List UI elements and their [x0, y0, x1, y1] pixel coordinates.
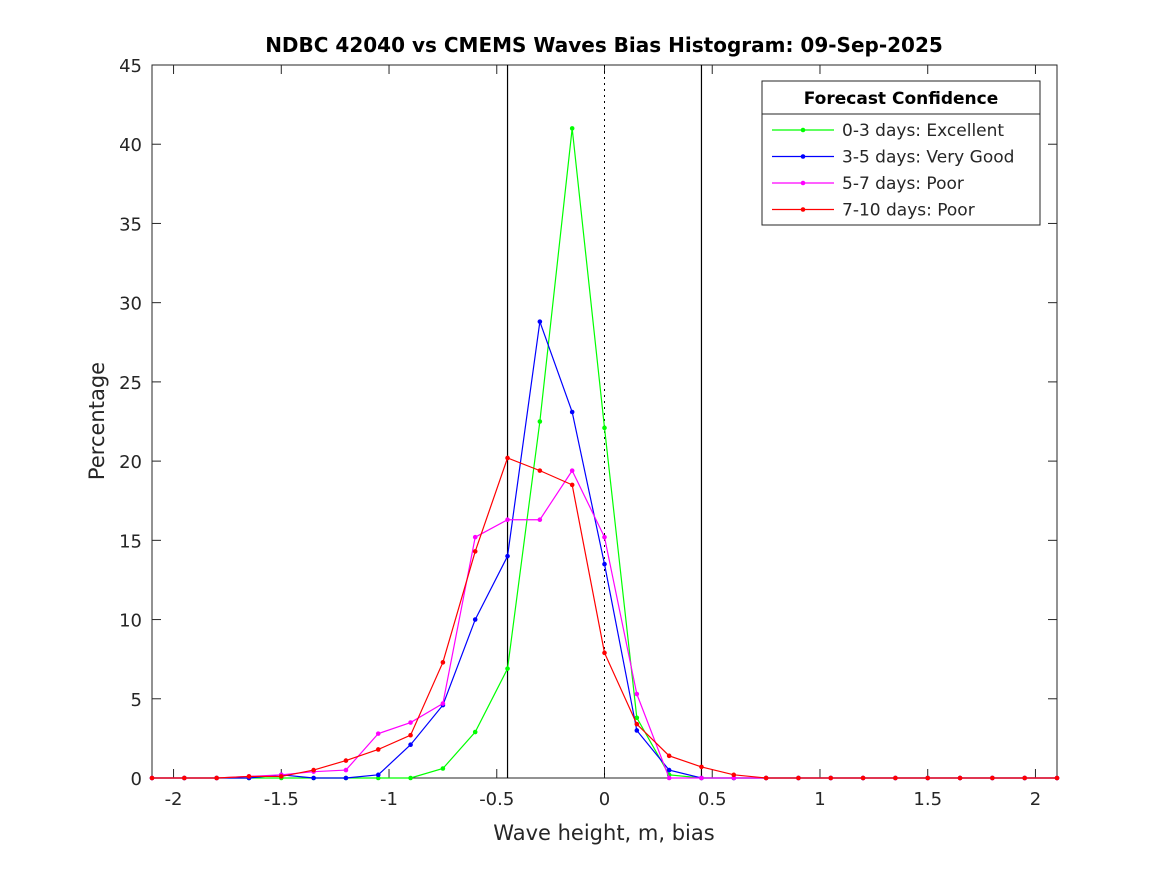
data-point	[408, 742, 413, 748]
x-tick-label: 1	[814, 789, 825, 810]
data-point	[343, 758, 349, 763]
data-point	[375, 747, 381, 752]
data-point	[505, 666, 510, 671]
data-point	[602, 650, 607, 656]
data-point	[505, 517, 510, 523]
data-point	[569, 468, 575, 473]
data-point	[537, 419, 543, 424]
chart-title: NDBC 42040 vs CMEMS Waves Bias Histogram…	[265, 33, 943, 57]
data-point	[569, 126, 575, 131]
data-point	[666, 753, 672, 759]
x-axis-label: Wave height, m, bias	[493, 821, 714, 845]
data-point	[311, 767, 316, 773]
data-point	[957, 775, 963, 781]
data-point	[537, 468, 543, 473]
y-tick-label: 35	[119, 214, 142, 235]
x-tick-label: -2	[165, 789, 183, 810]
data-point	[472, 534, 478, 540]
series-3	[149, 455, 1060, 781]
x-tick-label: 2	[1030, 789, 1041, 810]
data-point	[343, 767, 349, 773]
data-point	[699, 764, 704, 770]
legend: Forecast Confidence 0-3 days: Excellent 3…	[761, 80, 1041, 226]
y-tick-label: 10	[119, 611, 142, 632]
data-point	[505, 455, 510, 461]
data-point	[246, 774, 252, 779]
data-point	[1054, 775, 1060, 781]
data-point	[375, 772, 381, 778]
x-tick-label: 1.5	[913, 789, 942, 810]
data-point	[666, 775, 672, 781]
data-point	[375, 731, 381, 736]
data-point	[408, 720, 413, 725]
y-tick-label: 25	[119, 373, 142, 394]
legend-marker	[800, 180, 806, 186]
legend-title: Forecast Confidence	[804, 89, 999, 109]
data-point	[602, 561, 607, 567]
data-point	[569, 409, 575, 415]
legend-marker	[800, 207, 806, 212]
data-point	[440, 660, 446, 665]
x-tick-label: 0	[599, 789, 610, 810]
data-point	[343, 775, 349, 781]
data-point	[699, 775, 704, 781]
y-tick-label: 5	[131, 690, 142, 711]
data-point	[375, 775, 381, 781]
data-point	[440, 766, 446, 771]
data-point	[1022, 775, 1027, 781]
y-tick-label: 45	[119, 56, 142, 77]
x-tick-label: -1	[380, 789, 398, 810]
data-point	[860, 775, 866, 781]
y-tick-label: 30	[119, 294, 142, 315]
data-point	[990, 775, 995, 781]
data-point	[440, 701, 446, 706]
data-point	[731, 772, 737, 778]
y-tick-label: 15	[119, 531, 142, 552]
legend-label: 3-5 days: Very Good	[842, 148, 1014, 168]
y-axis-label: Percentage	[85, 362, 109, 480]
legend-marker	[800, 154, 806, 159]
data-point	[893, 775, 898, 781]
data-point	[634, 715, 640, 721]
data-point	[634, 728, 640, 733]
data-point	[763, 775, 769, 781]
x-tick-label: -0.5	[479, 789, 514, 810]
x-tick-label: -1.5	[264, 789, 299, 810]
data-point	[569, 482, 575, 488]
legend-label: 0-3 days: Excellent	[842, 121, 1004, 141]
data-point	[408, 732, 413, 738]
data-point	[602, 425, 607, 431]
data-point	[828, 775, 834, 781]
y-tick-label: 40	[119, 135, 142, 156]
data-point	[796, 775, 801, 781]
data-point	[505, 553, 510, 559]
data-point	[311, 775, 316, 781]
data-point	[408, 775, 413, 781]
data-point	[472, 729, 478, 735]
y-tick-label: 0	[131, 769, 142, 790]
data-point	[214, 775, 219, 781]
data-point	[537, 319, 543, 324]
data-point	[472, 617, 478, 622]
legend-label: 5-7 days: Poor	[842, 174, 964, 194]
data-point	[634, 691, 640, 697]
data-point	[634, 721, 640, 727]
data-point	[472, 549, 478, 554]
data-point	[731, 775, 737, 781]
y-tick-label: 20	[119, 452, 142, 473]
legend-marker	[800, 127, 806, 133]
data-point	[666, 767, 672, 773]
data-point	[182, 775, 187, 781]
data-point	[925, 775, 931, 781]
data-point	[149, 775, 155, 781]
legend-label: 7-10 days: Poor	[842, 201, 975, 221]
data-point	[537, 517, 543, 523]
data-point	[602, 534, 607, 540]
data-point	[278, 774, 284, 779]
x-tick-label: 0.5	[698, 789, 727, 810]
